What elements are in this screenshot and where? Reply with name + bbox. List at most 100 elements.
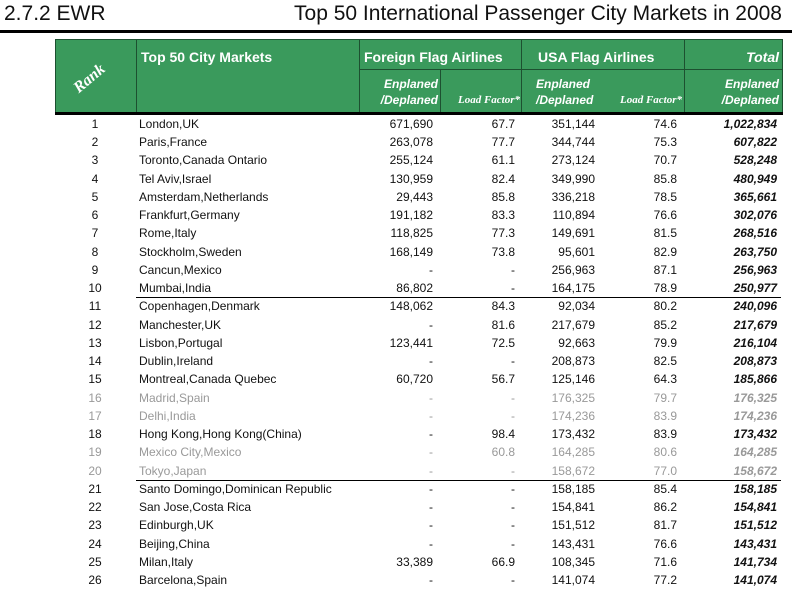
usa-load-factor-cell: 79.7 — [653, 390, 677, 405]
foreign-enplaned-cell: 191,182 — [389, 208, 433, 223]
rank-cell: 18 — [88, 427, 102, 442]
foreign-load-factor-cell: - — [511, 354, 515, 369]
total-cell: 158,672 — [733, 463, 777, 478]
table-row: 2 Paris,France 263,078 77.7 344,744 75.3 607,8… — [55, 133, 781, 151]
table-row: 5 Amsterdam,Netherlands 29,443 85.8 336,218 7… — [55, 188, 781, 206]
rank-cell: 2 — [91, 135, 99, 150]
foreign-enplaned-cell: 671,690 — [389, 117, 433, 131]
usa-load-factor-cell: 85.2 — [653, 317, 677, 332]
rank-cell: 3 — [91, 153, 99, 168]
foreign-enplaned-cell: - — [429, 317, 433, 332]
total-cell: 263,750 — [733, 244, 777, 259]
usa-enplaned-cell: 164,175 — [551, 281, 595, 296]
foreign-load-factor-cell: 98.4 — [491, 427, 515, 442]
total-cell: 240,096 — [733, 299, 777, 314]
foreign-enplaned-cell: 168,149 — [389, 244, 433, 259]
rank-cell: 24 — [88, 536, 102, 551]
city-cell: Tel Aviv,Israel — [139, 171, 212, 186]
table-row: 25 Milan,Italy 33,389 66.9 108,345 71.6 141,73… — [55, 553, 781, 571]
city-cell: Stockholm,Sweden — [139, 244, 242, 259]
foreign-enplaned-cell: 118,825 — [390, 226, 434, 241]
table-row: 13 Lisbon,Portugal 123,441 72.5 92,663 79.9 21… — [55, 334, 781, 352]
foreign-load-factor-cell: - — [511, 481, 515, 496]
foreign-enplaned-cell: 123,441 — [389, 335, 433, 350]
foreign-load-factor-cell: - — [511, 262, 515, 277]
usa-load-factor-cell: 80.2 — [653, 299, 677, 314]
group-divider — [136, 297, 781, 299]
usa-enplaned-cell: 141,074 — [551, 573, 595, 587]
usa-enplaned-cell: 173,432 — [551, 427, 595, 442]
table-row: 14 Dublin,Ireland - - 208,873 82.5 208,873 — [55, 352, 781, 370]
usa-enplaned-cell: 176,325 — [551, 390, 595, 405]
total-cell: 185,866 — [733, 372, 777, 387]
table-row: 1 London,UK 671,690 67.7 351,144 74.6 1,022,83… — [55, 115, 781, 133]
usa-load-factor-cell: 71.6 — [653, 554, 677, 569]
city-cell: Lisbon,Portugal — [139, 335, 223, 350]
foreign-lf-header: Load Factor* — [457, 94, 520, 106]
usa-enplaned-cell: 336,218 — [551, 189, 595, 204]
table-header: Rank Top 50 City Markets Foreign Flag Ai… — [55, 39, 783, 114]
usa-enplaned-cell: 349,990 — [551, 171, 595, 186]
usa-load-factor-cell: 77.2 — [653, 573, 677, 587]
usa-enplaned-cell: 351,144 — [551, 117, 595, 131]
foreign-load-factor-cell: 60.8 — [491, 445, 515, 460]
foreign-enplaned-cell: - — [429, 536, 433, 551]
foreign-load-factor-cell: 85.8 — [491, 189, 515, 204]
usa-enplaned-cell: 110,894 — [552, 208, 596, 223]
total-cell: 141,074 — [733, 573, 777, 587]
foreign-enplaned-cell: 148,062 — [389, 299, 433, 314]
usa-enplaned-cell: 92,663 — [558, 335, 595, 350]
foreign-load-factor-cell: - — [511, 281, 515, 296]
city-cell: Barcelona,Spain — [139, 573, 228, 587]
foreign-load-factor-cell: - — [511, 500, 515, 515]
city-cell: Paris,France — [139, 135, 208, 150]
total-cell: 208,873 — [733, 354, 777, 369]
foreign-enplaned-cell: - — [429, 481, 433, 496]
foreign-load-factor-cell: - — [511, 463, 515, 478]
city-header: Top 50 City Markets — [141, 49, 273, 65]
rank-cell: 8 — [91, 244, 99, 259]
total-cell: 528,248 — [733, 153, 777, 168]
city-cell: London,UK — [139, 117, 200, 131]
rank-cell: 25 — [88, 554, 102, 569]
city-cell: Santo Domingo,Dominican Republic — [139, 481, 332, 496]
rank-cell: 9 — [91, 262, 99, 277]
foreign-enplaned-cell: 29,443 — [396, 189, 433, 204]
foreign-load-factor-cell: 77.3 — [491, 226, 515, 241]
total-cell: 607,822 — [733, 135, 777, 150]
foreign-enplaned-cell: 86,802 — [396, 281, 433, 296]
rank-cell: 10 — [88, 281, 102, 296]
total-cell: 256,963 — [733, 262, 777, 277]
city-cell: Tokyo,Japan — [139, 463, 207, 478]
total-cell: 143,431 — [733, 536, 777, 551]
usa-enplaned-cell: 92,034 — [558, 299, 595, 314]
usa-load-factor-cell: 87.1 — [653, 262, 677, 277]
foreign-enplaned-cell: - — [429, 573, 433, 587]
city-cell: Hong Kong,Hong Kong(China) — [139, 427, 302, 442]
usa-enplaned-cell: 344,744 — [551, 135, 595, 150]
usa-load-factor-cell: 70.7 — [653, 153, 677, 168]
usa-header: USA Flag Airlines — [538, 49, 655, 65]
table-row: 3 Toronto,Canada Ontario 255,124 61.1 273,12… — [55, 151, 781, 169]
usa-enplaned-cell: 95,601 — [558, 244, 595, 259]
total-cell: 173,432 — [733, 427, 777, 442]
rank-cell: 14 — [88, 354, 102, 369]
table-row: 18 Hong Kong,Hong Kong(China) - 98.4 173,432… — [55, 425, 781, 443]
usa-enplaned-cell: 174,236 — [551, 408, 595, 423]
city-cell: Toronto,Canada Ontario — [139, 153, 268, 168]
usa-enplaned-cell: 125,146 — [551, 372, 595, 387]
foreign-load-factor-cell: - — [511, 518, 515, 533]
foreign-load-factor-cell: 66.9 — [491, 554, 515, 569]
rank-cell: 5 — [91, 189, 99, 204]
total-cell: 158,185 — [733, 481, 777, 496]
usa-load-factor-cell: 83.9 — [653, 427, 677, 442]
rank-cell: 4 — [91, 171, 99, 186]
usa-enplaned-cell: 154,841 — [551, 500, 595, 515]
foreign-load-factor-cell: 84.3 — [491, 299, 515, 314]
total-cell: 164,285 — [733, 445, 777, 460]
total-enplaned-header: Enplaned/Deplaned — [721, 77, 779, 107]
total-cell: 176,325 — [733, 390, 777, 405]
rank-header: Rank — [70, 60, 109, 97]
city-cell: Montreal,Canada Quebec — [139, 372, 277, 387]
total-cell: 1,022,834 — [723, 117, 777, 131]
